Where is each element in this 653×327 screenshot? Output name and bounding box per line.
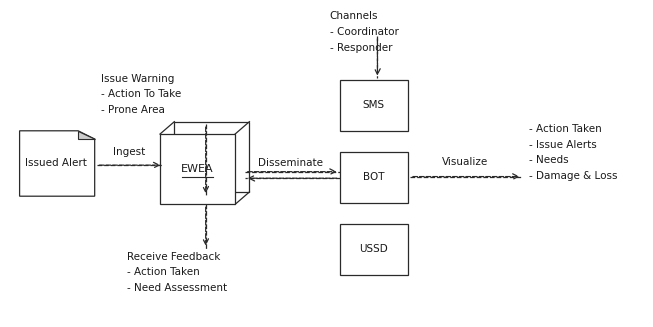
Text: - Action Taken
- Issue Alerts
- Needs
- Damage & Loss: - Action Taken - Issue Alerts - Needs - … (529, 124, 618, 181)
Bar (174, 122, 249, 192)
Text: Disseminate: Disseminate (258, 158, 323, 167)
Text: Ingest: Ingest (113, 147, 146, 157)
Polygon shape (20, 131, 95, 196)
Text: BOT: BOT (363, 172, 385, 182)
Text: Visualize: Visualize (442, 157, 488, 167)
Text: Receive Feedback
- Action Taken
- Need Assessment: Receive Feedback - Action Taken - Need A… (127, 252, 227, 293)
Text: Channels
- Coordinator
- Responder: Channels - Coordinator - Responder (330, 11, 398, 53)
Bar (160, 134, 235, 204)
Text: Issue Warning
- Action To Take
- Prone Area: Issue Warning - Action To Take - Prone A… (101, 74, 182, 115)
Bar (340, 80, 408, 131)
Bar (340, 152, 408, 203)
Text: USSD: USSD (359, 244, 389, 254)
Text: SMS: SMS (363, 100, 385, 111)
Text: Issued Alert: Issued Alert (25, 159, 88, 168)
Polygon shape (78, 131, 95, 139)
Text: EWEA: EWEA (182, 164, 214, 174)
Bar (340, 224, 408, 275)
